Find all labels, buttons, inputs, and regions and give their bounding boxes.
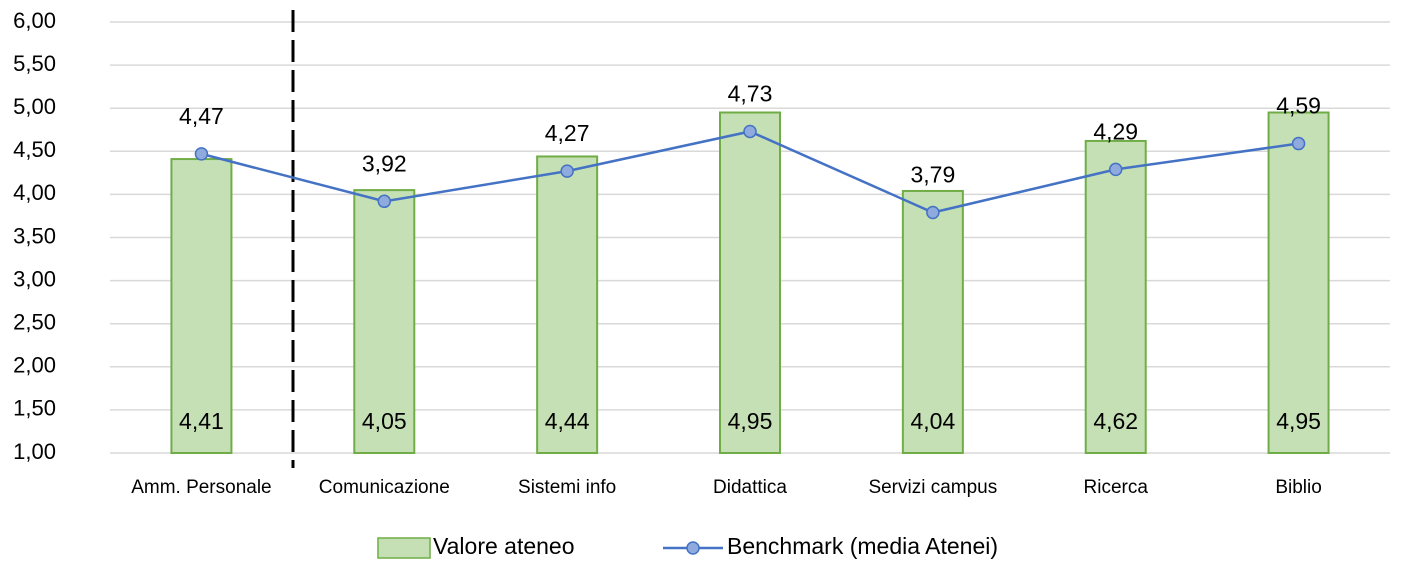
y-tick-label: 5,00 [13,94,56,119]
y-tick-label: 4,00 [13,180,56,205]
line-marker [743,124,757,139]
x-tick-label: Sistemi info [518,477,616,498]
y-tick-label: 6,00 [13,8,56,33]
y-tick-label: 1,00 [13,439,56,464]
line-value-label: 4,59 [1276,93,1321,119]
legend-label: Benchmark (media Atenei) [727,533,998,559]
line-marker [926,205,940,220]
y-tick-label: 4,50 [13,137,56,162]
bar-value-label: 4,44 [545,408,590,434]
line-value-label: 4,73 [728,81,773,107]
line-value-label: 4,47 [179,103,224,129]
bar [170,158,233,454]
x-tick-label: Didattica [713,477,787,498]
y-tick-label: 2,00 [13,353,56,378]
bar-value-label: 4,05 [362,408,407,434]
line-value-label: 3,79 [910,162,955,188]
y-tick-label: 5,50 [13,51,56,76]
bar-value-label: 4,95 [1276,408,1321,434]
bar-value-label: 4,41 [179,408,224,434]
line-marker [194,147,209,161]
bar [1267,111,1330,454]
x-tick-label: Ricerca [1084,477,1149,498]
x-tick-label: Comunicazione [319,477,450,498]
y-tick-label: 1,50 [13,396,56,421]
x-tick-label: Amm. Personale [131,477,271,498]
legend-swatch [686,541,700,555]
line-marker [377,194,392,209]
y-tick-label: 2,50 [13,310,56,335]
y-tick-label: 3,50 [13,223,56,248]
bar [536,155,599,455]
legend-label: Valore ateneo [433,533,575,559]
bar [901,189,964,454]
line-marker [1108,162,1123,177]
x-tick-label: Biblio [1275,477,1321,498]
x-tick-label: Servizi campus [868,477,997,498]
y-tick-label: 3,00 [13,266,56,291]
bar-value-label: 4,62 [1093,408,1138,434]
line-value-label: 4,27 [545,120,590,146]
bar-value-label: 4,04 [910,408,955,434]
line-marker [560,164,574,178]
bar [1084,139,1147,454]
line-marker [1291,136,1306,151]
bar-value-label: 4,95 [728,408,773,434]
legend-swatch [377,537,431,559]
line-value-label: 4,29 [1093,118,1138,144]
line-value-label: 3,92 [362,150,407,176]
bar [353,189,416,454]
bar [719,111,781,454]
